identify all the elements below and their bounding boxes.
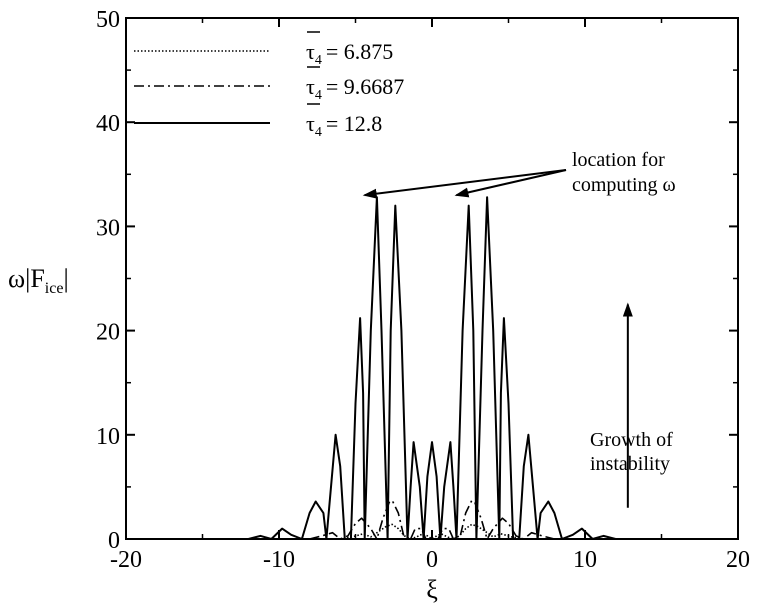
legend-label: τ4 = 12.8 xyxy=(306,111,382,140)
x-tick-label: -10 xyxy=(263,547,295,573)
y-tick-label: 20 xyxy=(96,320,120,346)
x-axis-title: ξ xyxy=(426,575,438,604)
x-tick-label: 0 xyxy=(426,547,438,573)
series-line-solid xyxy=(248,196,616,540)
legend-symbol: τ xyxy=(306,39,315,64)
y-tick-label: 40 xyxy=(96,111,120,137)
x-axis-ticks: -20 -10 0 10 20 xyxy=(110,18,750,573)
y-axis-ticks: 0 10 20 30 40 50 xyxy=(96,7,738,554)
annotation-arrow-right xyxy=(454,169,567,198)
x-tick-label: 10 xyxy=(573,547,597,573)
y-axis-title-suffix: | xyxy=(63,264,68,293)
legend-label: τ4 = 9.6687 xyxy=(306,74,404,103)
annotation-growth-line1: Growth of xyxy=(590,429,673,451)
annotation-arrow-left xyxy=(362,169,567,199)
y-axis-title: ω|Fice| xyxy=(8,264,69,297)
annotation-location-line2: computing ω xyxy=(572,174,676,196)
legend-subscript: 4 xyxy=(315,53,322,68)
legend-subscript: 4 xyxy=(315,88,322,103)
y-axis-title-subscript: ice xyxy=(45,280,64,297)
y-tick-label: 10 xyxy=(96,424,120,450)
x-tick-label: -20 xyxy=(110,547,142,573)
y-tick-label: 50 xyxy=(96,7,120,33)
annotation-growth: Growth of instability xyxy=(590,302,673,508)
legend-value: = 12.8 xyxy=(326,111,382,136)
series-layer xyxy=(248,196,616,540)
y-tick-label: 0 xyxy=(108,528,120,554)
annotation-location-line1: location for xyxy=(572,149,665,171)
legend-value: = 6.875 xyxy=(326,39,393,64)
x-tick-label: 20 xyxy=(726,547,750,573)
annotation-growth-line2: instability xyxy=(590,453,670,475)
legend-label: τ4 = 6.875 xyxy=(306,39,393,68)
series-line-dashdot xyxy=(309,499,555,540)
series-line-dotted xyxy=(340,523,524,540)
annotation-location: location for computing ω xyxy=(362,149,676,199)
y-axis-title-prefix: ω|F xyxy=(8,264,45,293)
legend-value: = 9.6687 xyxy=(326,74,404,99)
legend-subscript: 4 xyxy=(315,125,322,140)
y-tick-label: 30 xyxy=(96,215,120,241)
legend-symbol: τ xyxy=(306,74,315,99)
legend-symbol: τ xyxy=(306,111,315,136)
